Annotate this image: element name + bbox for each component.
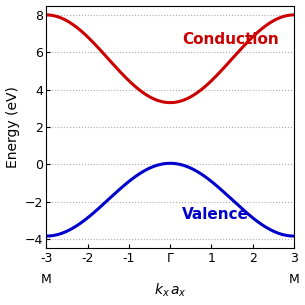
Text: M: M bbox=[289, 273, 300, 286]
Text: Conduction: Conduction bbox=[182, 32, 279, 47]
Y-axis label: Energy (eV): Energy (eV) bbox=[5, 86, 20, 168]
Text: Valence: Valence bbox=[182, 207, 249, 222]
X-axis label: $k_x\, a_x$: $k_x\, a_x$ bbox=[154, 282, 187, 300]
Text: M: M bbox=[41, 273, 52, 286]
